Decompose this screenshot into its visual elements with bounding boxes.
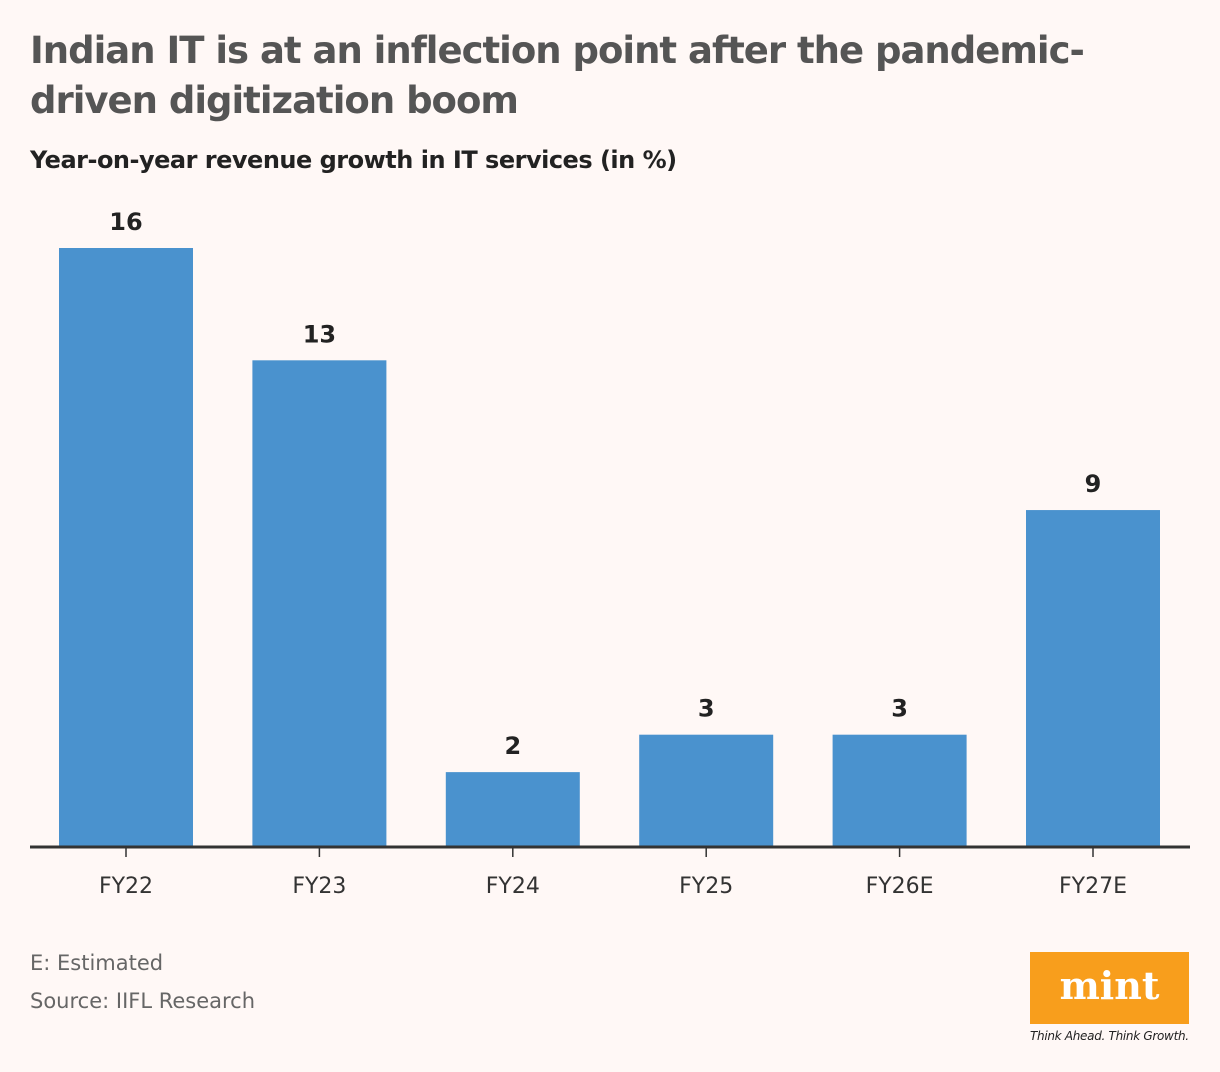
x-tick-label: FY26E	[866, 874, 934, 899]
bar	[59, 248, 193, 847]
bar	[445, 772, 580, 847]
note-estimated: E: Estimated	[30, 951, 164, 975]
data-label: 3	[698, 695, 715, 723]
bar	[1026, 510, 1160, 847]
chart-title: Indian IT is at an inflection point afte…	[30, 29, 1085, 122]
bar	[639, 734, 774, 847]
chart-subtitle: Year-on-year revenue growth in IT servic…	[30, 146, 677, 174]
bar	[832, 734, 967, 847]
data-label: 2	[504, 732, 521, 760]
mint-logo: mint	[1030, 952, 1189, 1024]
x-tick-label: FY27E	[1059, 874, 1127, 899]
data-label: 9	[1085, 470, 1102, 498]
x-tick-label: FY23	[292, 874, 346, 899]
bar-chart: 16 FY22 13 FY23 2 FY24 3 FY25 3 FY26E 9 FY27E	[30, 208, 1190, 899]
logo-tagline: Think Ahead. Think Growth.	[1030, 1029, 1189, 1043]
bar	[252, 360, 387, 847]
x-tick-label: FY24	[486, 874, 540, 899]
data-label: 3	[891, 695, 908, 723]
x-tick-label: FY25	[679, 874, 733, 899]
note-source: Source: IIFL Research	[30, 989, 256, 1013]
data-label: 16	[109, 208, 142, 236]
data-label: 13	[303, 320, 336, 348]
x-tick-label: FY22	[99, 874, 153, 899]
